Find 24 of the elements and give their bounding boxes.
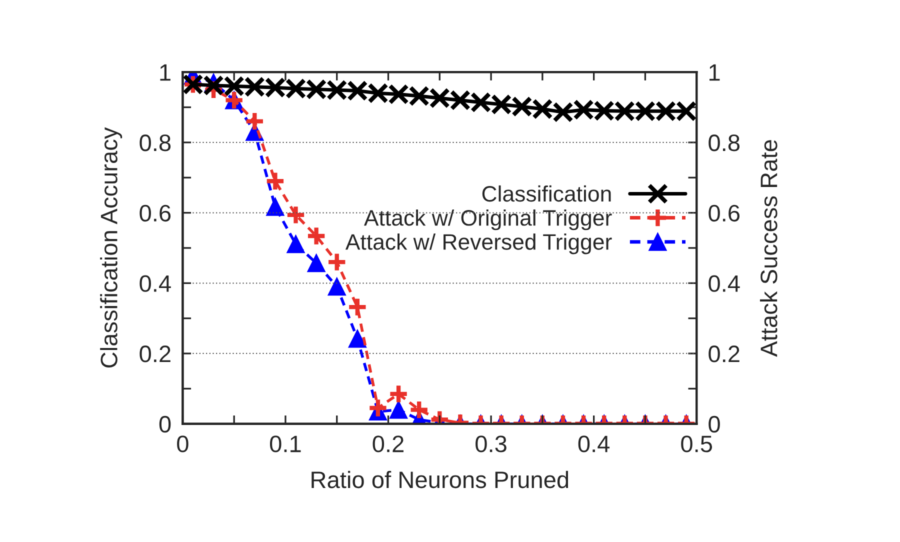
y2-tick-label: 0.6 [708, 204, 740, 222]
x-tick-label: 0.2 [372, 436, 404, 452]
y2-tick-label: 0.2 [708, 346, 740, 362]
legend-label: Attack w/ Reversed Trigger [345, 234, 612, 254]
y2-tick-label: 1 [710, 64, 720, 81]
legend-label: Classification [482, 185, 611, 202]
y2-tick-label: 0 [708, 416, 720, 433]
y-tick-label: 0.6 [140, 204, 171, 222]
legend-label: Attack w/ Original Trigger [364, 209, 612, 230]
x-tick-label: 0.5 [681, 436, 712, 452]
x-tick-label: 0.1 [270, 436, 301, 452]
y-tick-label: 0.2 [140, 346, 170, 362]
y-tick-label: 0.8 [140, 134, 171, 152]
y-tick-label: 0 [159, 416, 171, 433]
y-tick-label: 1 [160, 64, 170, 81]
y2-tick-label: 0.8 [708, 134, 740, 152]
y-axis-title: Classification Accuracy [100, 127, 122, 368]
x-tick-label: 0.3 [476, 436, 506, 452]
x-tick-label: 0.4 [578, 436, 610, 452]
x-tick-label: 0 [177, 436, 188, 452]
x-axis-title: Ratio of Neurons Pruned [312, 470, 568, 488]
y2-tick-label: 0.4 [708, 275, 740, 292]
y2-axis-title: Attack Success Rate [760, 140, 778, 357]
y-tick-label: 0.4 [140, 275, 171, 292]
